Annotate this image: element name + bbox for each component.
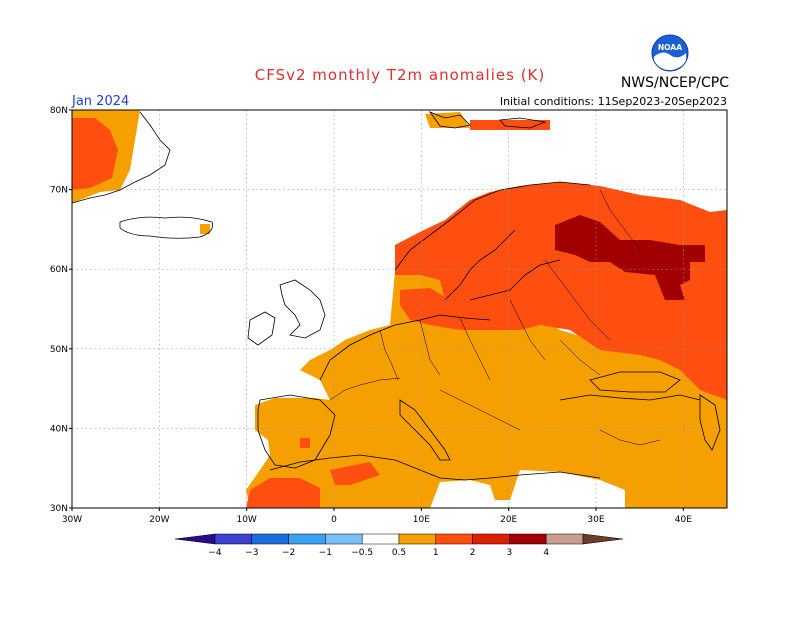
- graticule: [72, 110, 727, 508]
- legend-label: 4: [543, 548, 549, 558]
- initial-conditions: Initial conditions: 11Sep2023-20Sep2023: [499, 95, 727, 108]
- legend-swatch: [361, 533, 400, 545]
- legend-swatch: [435, 533, 473, 545]
- lat-label: 60N: [50, 265, 68, 275]
- latitude-labels: 80N 70N 60N 50N 40N 30N: [50, 106, 72, 514]
- legend-swatch: [545, 533, 584, 545]
- legend-label: −4: [208, 548, 222, 558]
- color-legend: −4 −3 −2 −1 −0.5 0.5 1 2 3 4: [174, 533, 624, 558]
- lat-label: 40N: [50, 424, 68, 434]
- lat-label: 80N: [50, 106, 68, 116]
- legend-label: −0.5: [351, 548, 373, 558]
- coastlines: [71, 111, 721, 481]
- agency-label: NWS/NCEP/CPC: [620, 75, 729, 91]
- lat-label: 50N: [50, 345, 68, 355]
- country-borders: [329, 189, 661, 446]
- lon-label: 30W: [62, 515, 82, 525]
- lon-label: 20W: [149, 515, 169, 525]
- anomaly-greenland-strong: [72, 118, 118, 190]
- legend-swatch: [214, 533, 253, 545]
- legend-label: −3: [245, 548, 258, 558]
- legend-label: 1: [433, 548, 439, 558]
- longitude-labels: 30W 20W 10W 0 10E 20E 30E 40E: [62, 508, 692, 525]
- legend-swatch: [472, 533, 510, 545]
- lat-label: 70N: [50, 186, 68, 196]
- lon-label: 30E: [587, 515, 604, 525]
- anomaly-algeria-red: [330, 462, 380, 485]
- legend-label: 3: [507, 548, 513, 558]
- legend-swatch: [325, 533, 363, 545]
- anomaly-greece-spot: [455, 448, 467, 456]
- anomaly-svalbard-strong: [470, 120, 550, 130]
- lon-label: 20E: [500, 515, 517, 525]
- map-frame: [71, 109, 728, 509]
- chart-title: CFSv2 monthly T2m anomalies (K): [254, 66, 546, 84]
- lat-label: 30N: [50, 504, 68, 514]
- legend-arrow-max: [582, 533, 624, 545]
- anomaly-russia-darkred: [555, 215, 705, 300]
- anomaly-morocco-red: [246, 478, 320, 508]
- logo-text: NOAA: [658, 43, 682, 52]
- lon-label: 10W: [236, 515, 256, 525]
- legend-arrow-min: [174, 533, 216, 545]
- legend-label: 0.5: [392, 548, 406, 558]
- legend-label: 2: [470, 548, 476, 558]
- noaa-logo: NOAA: [651, 34, 689, 72]
- anomaly-scandinavia-red: [395, 182, 727, 400]
- legend-label: −1: [319, 548, 332, 558]
- lon-label: 10E: [413, 515, 430, 525]
- legend-swatch: [251, 533, 289, 545]
- anomaly-iceland: [200, 224, 210, 234]
- anomaly-europe-orange: [246, 265, 727, 508]
- anomaly-fields: [72, 110, 727, 508]
- legend-swatch: [288, 533, 326, 545]
- lon-label: 40E: [675, 515, 692, 525]
- legend-swatch: [509, 533, 547, 545]
- legend-swatch: [398, 533, 437, 545]
- anomaly-svalbard: [425, 112, 470, 128]
- forecast-month: Jan 2024: [72, 94, 130, 109]
- legend-label: −2: [282, 548, 295, 558]
- anomaly-iberia-spot: [300, 438, 310, 448]
- lon-label: 0: [331, 515, 337, 525]
